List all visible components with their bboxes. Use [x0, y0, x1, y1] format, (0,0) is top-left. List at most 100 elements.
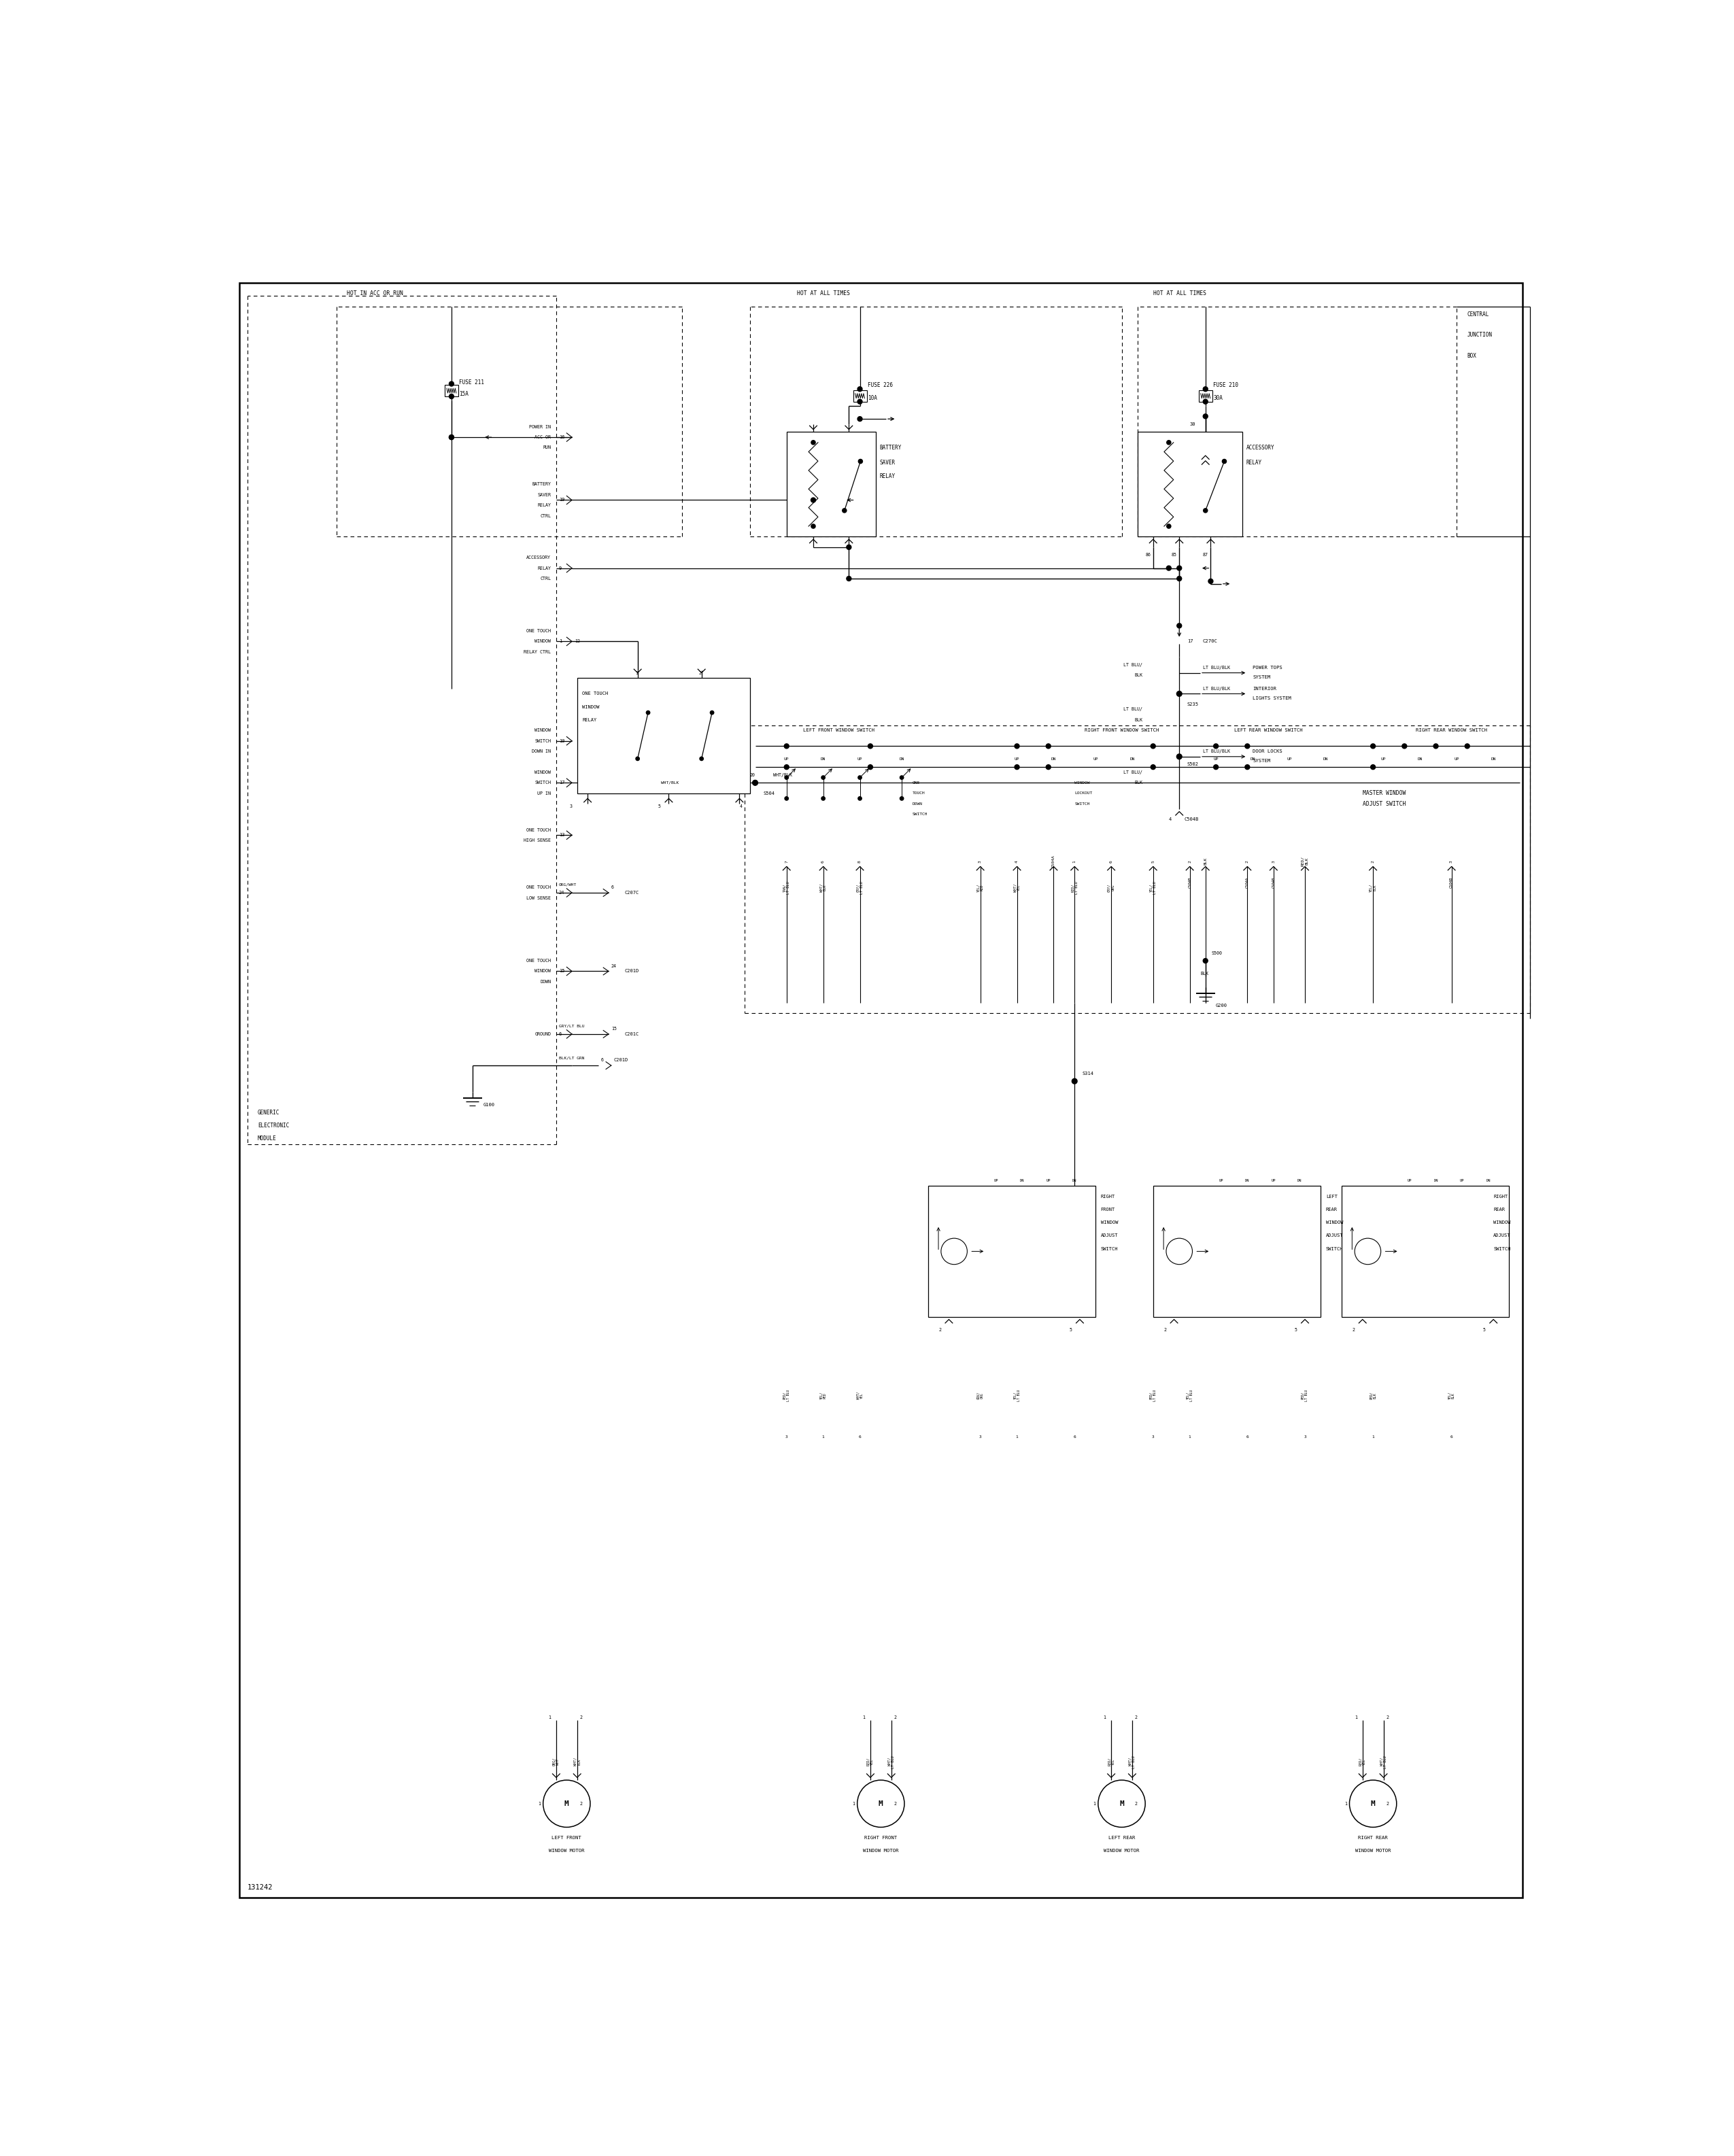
Text: RELAY: RELAY — [879, 474, 895, 479]
Text: 1: 1 — [1188, 1436, 1191, 1438]
Text: 1: 1 — [1372, 1436, 1375, 1438]
Text: WINDOW: WINDOW — [1493, 1220, 1510, 1225]
Circle shape — [1465, 744, 1470, 748]
Bar — [577, 679, 749, 793]
Text: WHT/
LT BLU: WHT/ LT BLU — [888, 1755, 895, 1768]
Bar — [1198, 390, 1212, 401]
Circle shape — [812, 524, 815, 528]
Text: FUSE 226: FUSE 226 — [867, 382, 893, 388]
Text: 2: 2 — [1385, 1802, 1389, 1807]
Text: 2: 2 — [1245, 860, 1248, 862]
Circle shape — [1354, 1238, 1380, 1263]
Text: 2: 2 — [1134, 1802, 1138, 1807]
Text: 2: 2 — [579, 1716, 583, 1718]
Text: UP: UP — [1092, 757, 1098, 761]
Text: CENTRAL: CENTRAL — [1467, 310, 1490, 317]
Circle shape — [1177, 576, 1181, 580]
Text: WINDOW: WINDOW — [534, 770, 551, 774]
Text: 8: 8 — [858, 860, 862, 862]
Text: BOX: BOX — [1467, 354, 1477, 360]
Text: 10A: 10A — [867, 395, 877, 401]
Text: DN: DN — [1486, 1179, 1491, 1181]
Bar — [853, 390, 867, 401]
Circle shape — [1167, 1238, 1193, 1263]
Circle shape — [1203, 509, 1207, 513]
Text: 87: 87 — [1203, 552, 1209, 556]
Text: SWITCH: SWITCH — [1075, 802, 1091, 806]
Text: RIGHT: RIGHT — [1101, 1194, 1115, 1199]
Circle shape — [753, 780, 758, 785]
Text: POWER TOPS: POWER TOPS — [1252, 666, 1283, 671]
Circle shape — [1245, 744, 1250, 748]
Text: 5: 5 — [1295, 1328, 1297, 1332]
Text: 3: 3 — [1304, 1436, 1306, 1438]
Circle shape — [1370, 765, 1375, 770]
Text: TOUCH: TOUCH — [912, 791, 924, 796]
Circle shape — [1222, 459, 1226, 464]
Text: LIGHTS SYSTEM: LIGHTS SYSTEM — [1252, 696, 1292, 701]
Text: RED/
BLK: RED/ BLK — [1300, 856, 1309, 867]
Text: UP: UP — [1219, 1179, 1224, 1181]
Circle shape — [858, 776, 862, 778]
Text: HIGH SENSE: HIGH SENSE — [524, 839, 551, 843]
Text: RELAY CTRL: RELAY CTRL — [524, 649, 551, 653]
Text: LEFT FRONT WINDOW SWITCH: LEFT FRONT WINDOW SWITCH — [803, 729, 874, 733]
Text: WHT/BLK: WHT/BLK — [773, 772, 792, 776]
Circle shape — [1177, 755, 1183, 759]
Text: RED/
LT BLU: RED/ LT BLU — [1300, 1388, 1309, 1401]
Text: INTERIOR: INTERIOR — [1252, 686, 1276, 690]
Text: RED/
BLK: RED/ BLK — [1370, 1391, 1377, 1399]
Text: 19: 19 — [558, 498, 565, 502]
Text: MASTER WINDOW: MASTER WINDOW — [1363, 791, 1406, 796]
Text: 5: 5 — [1483, 1328, 1486, 1332]
Text: 1: 1 — [558, 640, 562, 642]
Text: 7: 7 — [786, 860, 789, 862]
Text: RELAY: RELAY — [538, 567, 551, 569]
Text: 20: 20 — [749, 772, 756, 776]
Circle shape — [822, 798, 825, 800]
Text: S504: S504 — [763, 791, 775, 796]
Text: YEL/
RED: YEL/ RED — [820, 1391, 827, 1399]
Text: RIGHT FRONT WINDOW SWITCH: RIGHT FRONT WINDOW SWITCH — [1084, 729, 1158, 733]
Text: 1: 1 — [862, 1716, 865, 1718]
Text: LEFT REAR: LEFT REAR — [1108, 1835, 1136, 1839]
Text: 3: 3 — [569, 804, 572, 808]
Text: C504B: C504B — [1450, 877, 1453, 888]
Text: DN: DN — [820, 757, 825, 761]
Text: 9: 9 — [558, 567, 562, 569]
Text: ADJUST: ADJUST — [1493, 1233, 1510, 1238]
Text: 1: 1 — [1092, 1802, 1096, 1807]
Text: WINDOW MOTOR: WINDOW MOTOR — [548, 1848, 584, 1852]
Text: ONE TOUCH: ONE TOUCH — [527, 886, 551, 890]
Circle shape — [449, 395, 454, 399]
Text: UP IN: UP IN — [538, 791, 551, 796]
Text: UP: UP — [1380, 757, 1385, 761]
Circle shape — [543, 1781, 590, 1828]
Text: 6: 6 — [600, 1059, 603, 1063]
Text: 6: 6 — [858, 1436, 862, 1438]
Text: DN: DN — [1129, 757, 1134, 761]
Circle shape — [1151, 744, 1155, 748]
Text: 2: 2 — [895, 1802, 896, 1807]
Text: YEL/
LT BLU: YEL/ LT BLU — [1186, 1388, 1193, 1401]
Circle shape — [1014, 744, 1020, 748]
Text: WINDOW MOTOR: WINDOW MOTOR — [864, 1848, 898, 1852]
Text: YEL/
LT BLU: YEL/ LT BLU — [1013, 1388, 1021, 1401]
Text: 3: 3 — [980, 1436, 981, 1438]
Text: C504A: C504A — [1053, 856, 1056, 867]
Text: S235: S235 — [1188, 703, 1198, 707]
Text: 2: 2 — [895, 1716, 896, 1718]
Text: DN: DN — [1297, 1179, 1302, 1181]
Bar — [1138, 431, 1242, 537]
Text: 30: 30 — [1190, 423, 1195, 427]
Text: 1: 1 — [822, 1436, 824, 1438]
Text: ACCESSORY: ACCESSORY — [1247, 444, 1274, 451]
Text: LT BLU/BLK: LT BLU/BLK — [1203, 666, 1229, 671]
Text: BLK: BLK — [1203, 858, 1207, 865]
Circle shape — [846, 545, 851, 550]
Text: ORG/WHT: ORG/WHT — [558, 884, 577, 886]
Text: LT BLU/: LT BLU/ — [1124, 707, 1143, 711]
Text: RUN: RUN — [543, 446, 551, 451]
Text: 3: 3 — [786, 1436, 787, 1438]
Text: UP: UP — [1287, 757, 1292, 761]
